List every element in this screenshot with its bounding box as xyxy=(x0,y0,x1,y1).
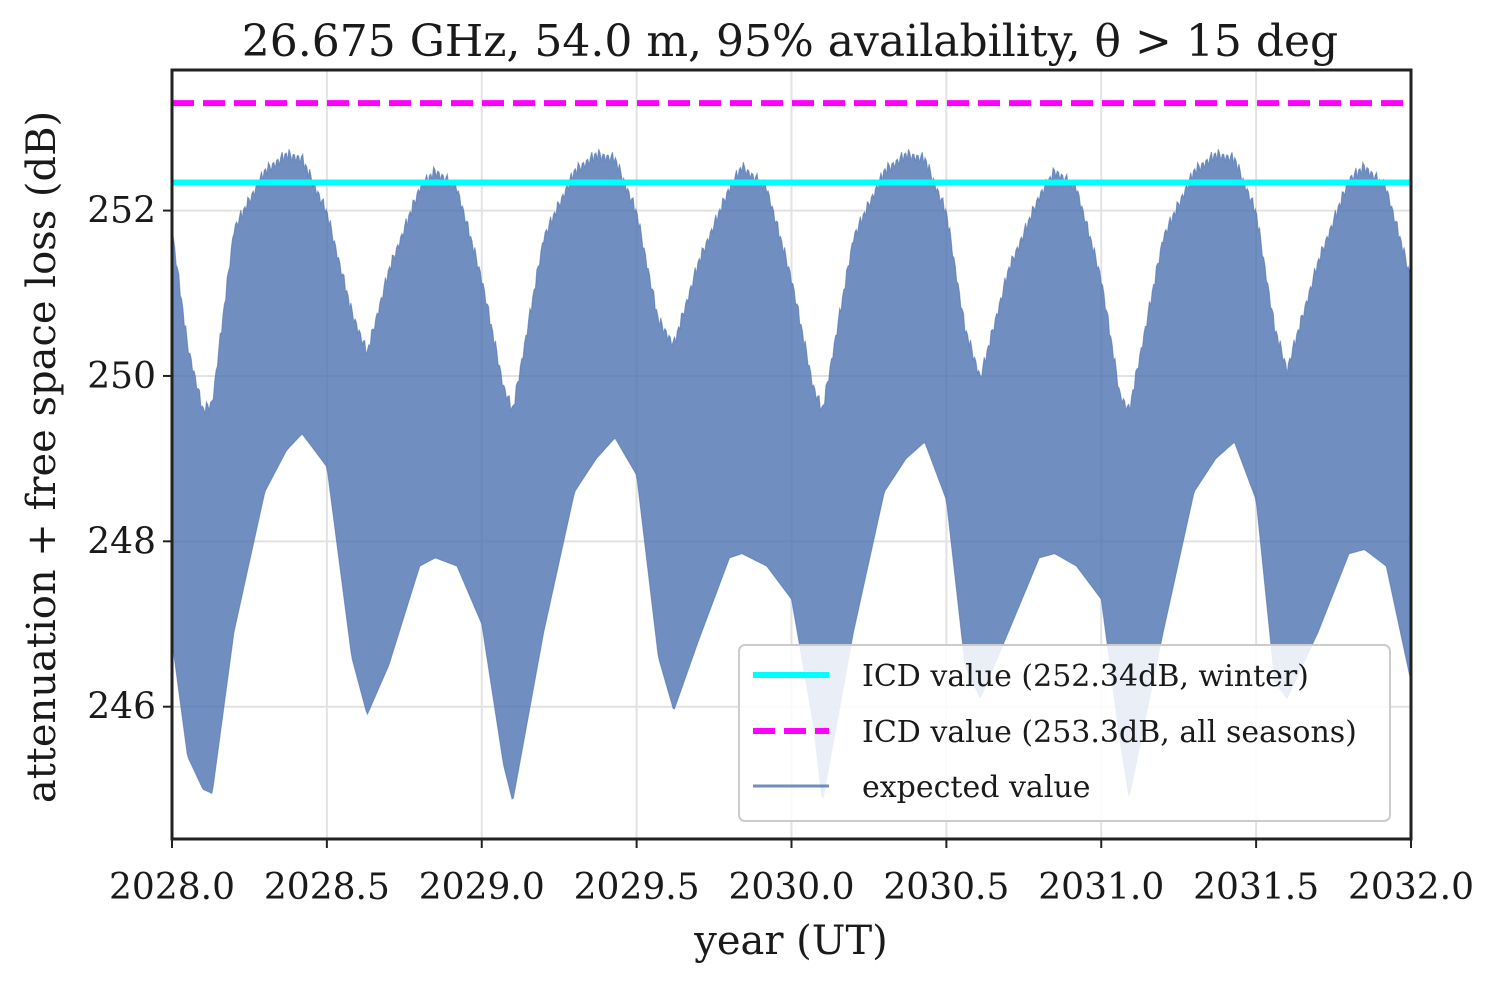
x-tick-label: 2028.5 xyxy=(264,867,390,908)
x-axis-label: year (UT) xyxy=(693,918,888,964)
x-axis-ticks: 2028.0 2028.5 2029.0 2029.5 2030.0 2030.5 2031… xyxy=(109,839,1474,908)
y-tick-label: 246 xyxy=(87,687,156,728)
y-axis-label: attenuation + free space loss (dB) xyxy=(19,111,65,803)
y-tick-label: 248 xyxy=(87,521,156,562)
reference-lines xyxy=(172,100,1411,186)
x-tick-label: 2031.5 xyxy=(1193,867,1319,908)
legend-label-expected: expected value xyxy=(862,770,1091,805)
x-tick-label: 2031.0 xyxy=(1038,867,1164,908)
legend: ICD value (252.34dB, winter) ICD value (… xyxy=(738,644,1391,822)
y-axis-ticks: 246 248 250 252 xyxy=(87,191,172,728)
x-tick-label: 2030.5 xyxy=(883,867,1009,908)
y-tick-label: 250 xyxy=(87,356,156,397)
x-tick-label: 2029.5 xyxy=(574,867,700,908)
plot-area xyxy=(172,100,1411,800)
x-tick-label: 2032.0 xyxy=(1348,867,1474,908)
series-layer xyxy=(172,148,1411,800)
x-tick-label: 2028.0 xyxy=(109,867,235,908)
x-tick-label: 2030.0 xyxy=(729,867,855,908)
legend-box xyxy=(738,644,1391,822)
y-tick-label: 252 xyxy=(87,191,156,232)
chart-title: 26.675 GHz, 54.0 m, 95% availability, θ … xyxy=(242,16,1338,67)
legend-label-all-seasons: ICD value (253.3dB, all seasons) xyxy=(862,715,1357,750)
series-expected-value-band xyxy=(172,148,1411,800)
x-tick-label: 2029.0 xyxy=(419,867,545,908)
legend-label-winter: ICD value (252.34dB, winter) xyxy=(862,659,1309,694)
